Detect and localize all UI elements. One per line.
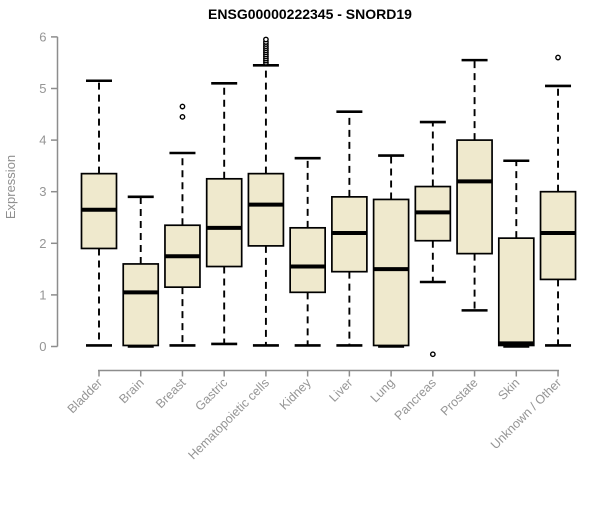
outlier-point: [263, 36, 269, 43]
x-axis-category-label: Brain: [116, 376, 147, 407]
x-axis-category-label: Gastric: [192, 376, 230, 414]
boxplot-brain: [122, 195, 160, 348]
x-axis-category-label: Liver: [326, 376, 355, 405]
y-axis-tick-label: 1: [39, 287, 46, 302]
boxplot-breast: [164, 103, 201, 347]
x-axis-category-label: Lung: [368, 376, 398, 406]
x-axis-category-label: Kidney: [277, 375, 314, 412]
boxplot-unknown-other: [539, 54, 577, 347]
x-axis-category-label: Prostate: [438, 376, 481, 419]
x-axis-category-label: Hematopoietic cells: [185, 376, 272, 463]
boxplot-skin: [497, 159, 535, 348]
outlier-point: [429, 351, 436, 358]
boxplot-liver: [331, 110, 368, 347]
y-axis-tick-label: 2: [39, 236, 46, 251]
y-axis-tick-label: 5: [39, 81, 46, 96]
x-axis-category-label: Breast: [153, 375, 189, 411]
box: [205, 177, 243, 268]
box: [247, 172, 285, 247]
boxplot-hematopoietic-cells: [247, 36, 285, 347]
boxplot-gastric: [205, 82, 243, 346]
outlier-point: [179, 103, 186, 110]
box: [497, 237, 535, 347]
y-axis-tick-label: 6: [39, 29, 46, 44]
box: [122, 263, 160, 347]
x-axis-category-label: Bladder: [65, 376, 105, 416]
chart-title: ENSG00000222345 - SNORD19: [208, 6, 412, 22]
box: [539, 190, 577, 281]
boxplot-kidney: [289, 156, 326, 347]
y-axis-label: Expression: [3, 154, 18, 220]
boxplot-bladder: [80, 79, 118, 347]
box: [456, 139, 493, 255]
box: [289, 226, 326, 294]
x-axis-category-label: Skin: [495, 376, 522, 403]
boxplot-prostate: [456, 58, 493, 312]
box: [372, 198, 410, 347]
outlier-point: [179, 113, 186, 120]
boxplot-pancreas: [414, 120, 452, 358]
outlier-point: [555, 54, 561, 61]
x-axis-category-label: Unknown / Other: [488, 376, 564, 452]
y-axis-tick-label: 0: [39, 339, 46, 354]
boxplot-lung: [372, 154, 410, 348]
y-axis-tick-label: 3: [39, 184, 46, 199]
y-axis-tick-label: 4: [39, 133, 46, 148]
x-axis-category-label: Pancreas: [392, 376, 439, 423]
